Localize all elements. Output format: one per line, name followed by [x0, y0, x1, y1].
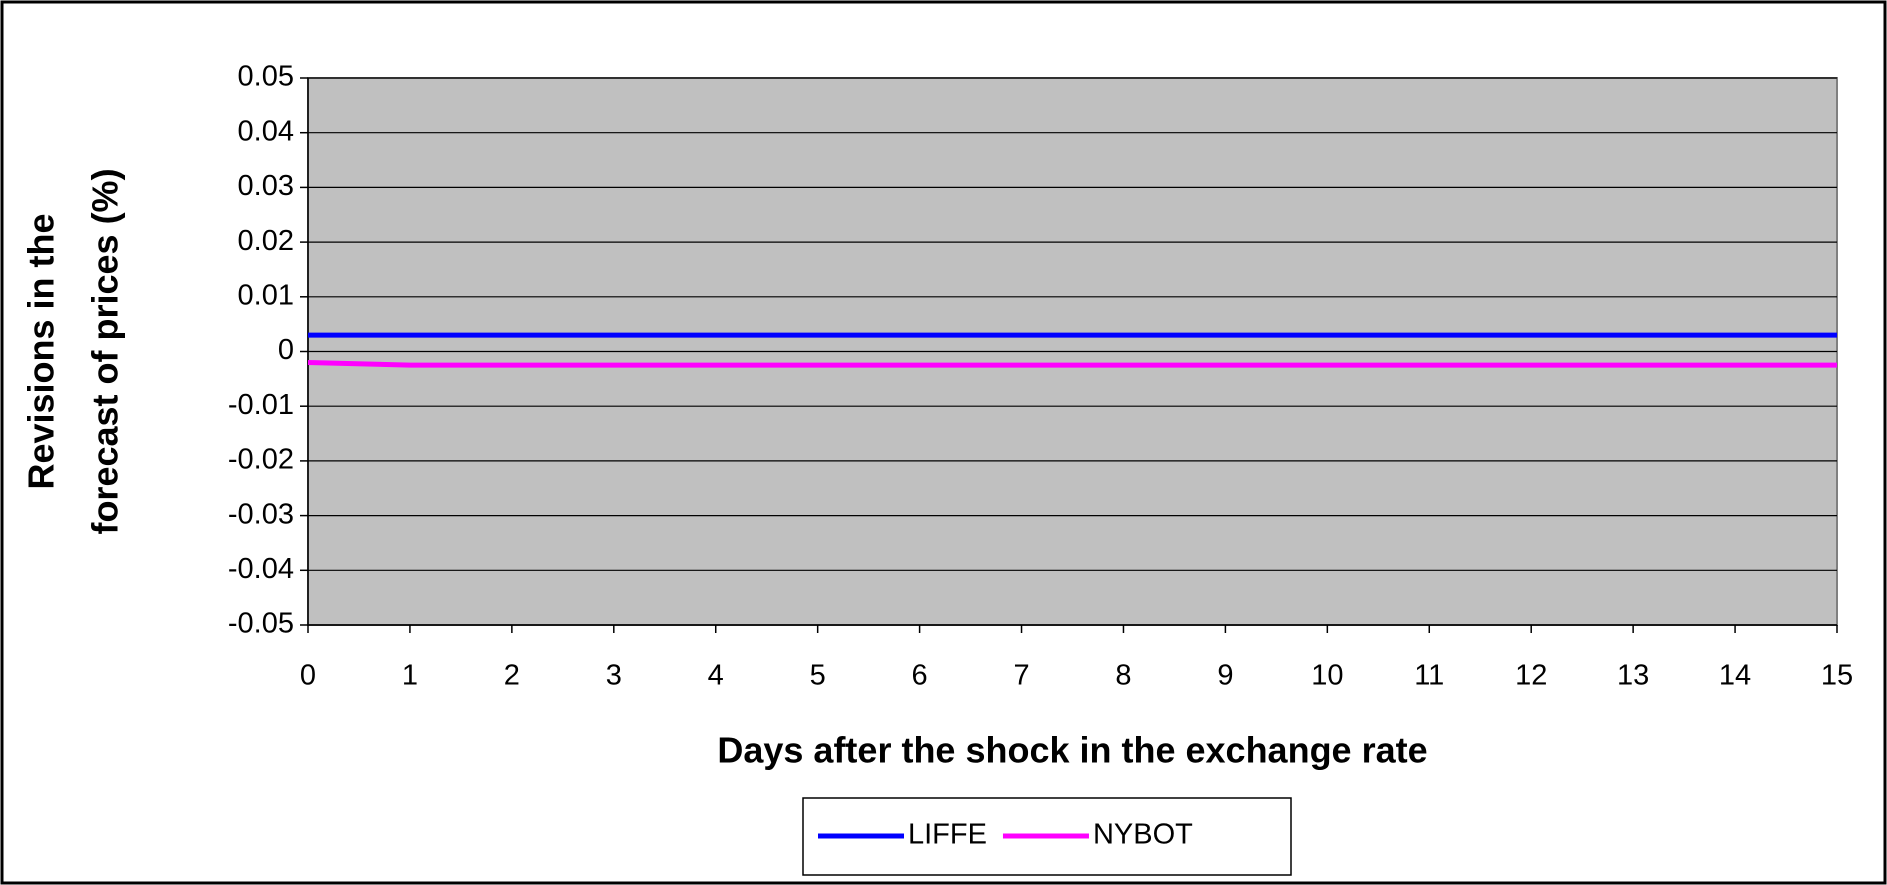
x-tick-label: 4 [708, 660, 724, 692]
legend-label: NYBOT [1093, 819, 1193, 851]
x-tick-label: 1 [402, 660, 418, 692]
legend-label: LIFFE [908, 819, 987, 851]
y-tick-label: 0.02 [238, 225, 294, 257]
x-tick-label: 5 [810, 660, 826, 692]
x-tick-label: 14 [1719, 660, 1751, 692]
x-tick-label: 13 [1617, 660, 1649, 692]
x-axis-title: Days after the shock in the exchange rat… [717, 730, 1427, 771]
y-axis-title: forecast of prices (%) [85, 168, 126, 534]
x-tick-label: 12 [1515, 660, 1547, 692]
y-tick-label: 0.01 [238, 279, 294, 311]
x-tick-label: 11 [1414, 660, 1444, 692]
y-tick-label: -0.04 [228, 553, 294, 585]
y-tick-label: 0.05 [238, 61, 294, 93]
y-tick-label: -0.02 [228, 444, 294, 476]
y-tick-label: 0 [278, 334, 294, 366]
x-tick-label: 10 [1311, 660, 1343, 692]
x-tick-label: 15 [1821, 660, 1853, 692]
x-tick-label: 9 [1217, 660, 1233, 692]
x-tick-label: 6 [912, 660, 928, 692]
y-tick-label: 0.04 [238, 115, 294, 147]
y-axis-title: Revisions in the [21, 213, 62, 489]
y-tick-label: 0.03 [238, 170, 294, 202]
legend: LIFFE NYBOT [802, 797, 1292, 876]
x-tick-label: 8 [1115, 660, 1131, 692]
y-tick-label: -0.05 [228, 608, 294, 640]
x-tick-label: 0 [300, 660, 316, 692]
x-tick-label: 3 [606, 660, 622, 692]
y-tick-label: -0.01 [228, 389, 294, 421]
x-tick-label: 7 [1013, 660, 1029, 692]
x-tick-label: 2 [504, 660, 520, 692]
y-tick-label: -0.03 [228, 498, 294, 530]
line-series [307, 359, 1837, 368]
